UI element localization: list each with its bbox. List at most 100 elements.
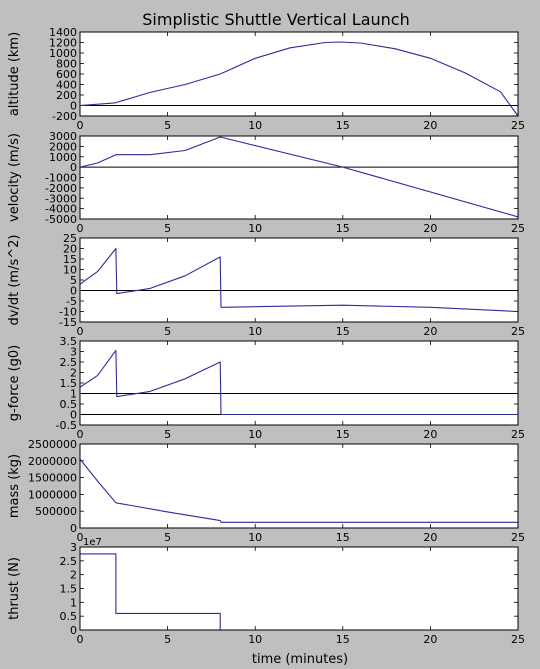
x-tick-label: 10 <box>248 119 262 132</box>
y-tick-label: 15 <box>63 253 77 266</box>
y-axis-label: velocity (m/s) <box>7 133 22 222</box>
x-tick-label: 10 <box>248 428 262 441</box>
x-tick-label: 25 <box>511 119 525 132</box>
x-tick-label: 15 <box>336 633 350 646</box>
y-tick-label: 25 <box>63 232 77 245</box>
y-tick-label: 10 <box>63 264 77 277</box>
x-tick-label: 10 <box>248 633 262 646</box>
y-tick-label: 20 <box>63 243 77 256</box>
y-tick-label: 1.5 <box>60 583 78 596</box>
y-tick-label: 3.5 <box>60 335 78 348</box>
x-tick-label: 5 <box>164 325 171 338</box>
y-tick-label: -0.5 <box>56 419 77 432</box>
y-tick-label: -2000 <box>45 182 77 195</box>
y-tick-label: 500000 <box>35 505 77 518</box>
x-tick-label: 20 <box>423 222 437 235</box>
y-tick-label: 3 <box>70 541 77 554</box>
x-tick-label: 10 <box>248 222 262 235</box>
y-tick-label: 400 <box>56 79 77 92</box>
panel-background <box>80 136 518 219</box>
y-tick-label: 3000 <box>49 130 77 143</box>
y-tick-label: 800 <box>56 58 77 71</box>
y-tick-label: 1000 <box>49 151 77 164</box>
y-tick-label: -200 <box>52 110 77 123</box>
panel-frame <box>79 546 519 631</box>
y-tick-label: 1000 <box>49 47 77 60</box>
y-tick-label: -5 <box>66 295 77 308</box>
x-tick-label: 0 <box>77 633 84 646</box>
x-tick-label: 25 <box>511 428 525 441</box>
y-tick-label: 600 <box>56 68 77 81</box>
y-tick-label: 2000 <box>49 140 77 153</box>
series-line <box>79 247 519 313</box>
y-tick-label: 3 <box>70 346 77 359</box>
y-tick-label: 2.5 <box>60 356 78 369</box>
x-tick-label: 20 <box>423 119 437 132</box>
y-tick-label: 0.5 <box>60 610 78 623</box>
x-tick-label: 25 <box>511 633 525 646</box>
x-tick-label: 25 <box>511 325 525 338</box>
panel-3: -0.500.511.522.533.50 5 10 15 20 25g-force (g… <box>7 335 525 441</box>
x-tick-label: 0 <box>77 428 84 441</box>
x-tick-label: 20 <box>423 325 437 338</box>
y-axis-label: altitude (km) <box>7 32 22 116</box>
x-tick-label: 15 <box>336 119 350 132</box>
y-tick-label: -5000 <box>45 213 77 226</box>
x-tick-label: 5 <box>164 119 171 132</box>
y-tick-label: 2 <box>70 569 77 582</box>
panel-frame <box>79 237 519 323</box>
series-line <box>79 349 518 416</box>
x-tick-label: 0 <box>77 222 84 235</box>
y-tick-label: 0 <box>70 624 77 637</box>
x-tick-label: 25 <box>511 222 525 235</box>
y-tick-label: 0 <box>70 100 77 113</box>
x-tick-label: 0 <box>77 531 84 544</box>
y-tick-label: 2000000 <box>28 455 77 468</box>
series-line <box>79 136 519 218</box>
x-tick-label: 5 <box>164 633 171 646</box>
y-tick-label: 5 <box>70 274 77 287</box>
y-tick-label: 0 <box>70 161 77 174</box>
x-tick-label: 15 <box>336 531 350 544</box>
y-tick-label: 1200 <box>49 37 77 50</box>
panel-frame <box>79 443 519 529</box>
y-axis-label: g-force (g0) <box>7 345 22 421</box>
y-tick-label: -1000 <box>45 172 77 185</box>
panel-frame <box>79 135 519 220</box>
y-tick-label: -10 <box>59 306 77 319</box>
x-tick-label: 0 <box>77 119 84 132</box>
y-tick-label: 200 <box>56 89 77 102</box>
x-tick-label: 15 <box>336 222 350 235</box>
series-line <box>79 458 518 523</box>
y-tick-label: -3000 <box>45 192 77 205</box>
panel-background <box>80 32 518 116</box>
x-tick-label: 20 <box>423 428 437 441</box>
y-tick-label: 1 <box>70 596 77 609</box>
series-line <box>79 41 519 117</box>
x-tick-label: 15 <box>336 325 350 338</box>
y-tick-label: 0.5 <box>60 398 78 411</box>
y-tick-label: 1500000 <box>28 472 77 485</box>
y-tick-label: 1.5 <box>60 377 78 390</box>
y-tick-label: 2.5 <box>60 555 78 568</box>
y-tick-label: 2 <box>70 367 77 380</box>
x-tick-label: 10 <box>248 531 262 544</box>
y-tick-label: 0 <box>70 522 77 535</box>
x-tick-label: 5 <box>164 428 171 441</box>
y-tick-label: 2500000 <box>28 438 77 451</box>
x-tick-label: 20 <box>423 531 437 544</box>
y-offset-label: 1e7 <box>83 537 102 548</box>
y-axis-label: thrust (N) <box>7 557 22 620</box>
y-axis-label: dv/dt (m/s^2) <box>7 235 22 326</box>
x-tick-label: 5 <box>164 222 171 235</box>
panel-frame <box>79 340 519 426</box>
y-axis-label: mass (kg) <box>7 454 22 518</box>
panel-background <box>80 238 518 322</box>
y-tick-label: 1 <box>70 388 77 401</box>
x-tick-label: 15 <box>336 428 350 441</box>
